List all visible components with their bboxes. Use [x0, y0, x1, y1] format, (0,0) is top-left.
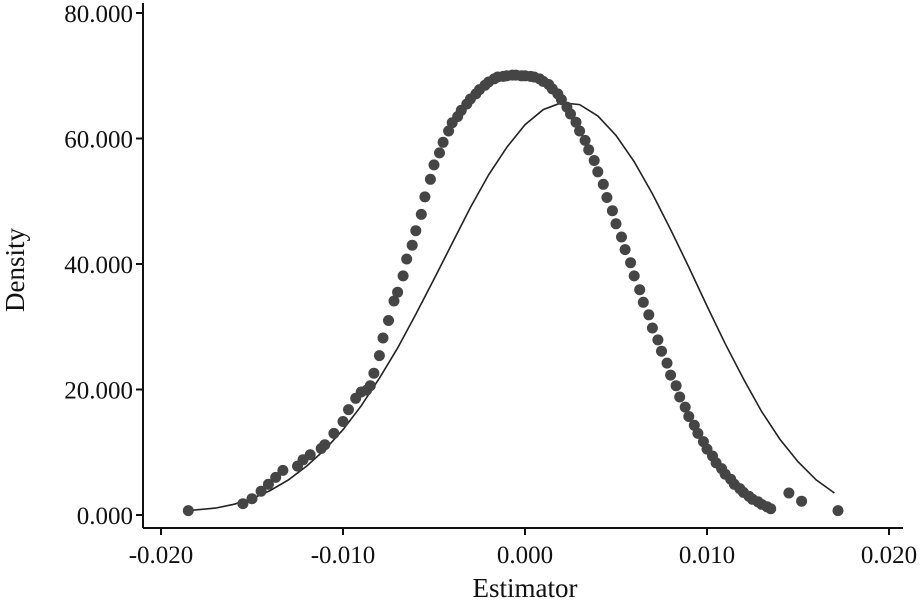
data-point [637, 296, 649, 308]
data-point [262, 478, 274, 490]
data-point [652, 334, 664, 346]
data-point [246, 493, 258, 505]
data-point [428, 159, 440, 171]
data-point [646, 322, 658, 334]
data-point [368, 367, 380, 379]
data-point [410, 225, 422, 237]
data-point [661, 357, 673, 369]
y-tick-label: 60.000 [64, 127, 133, 154]
data-point [419, 191, 431, 203]
data-point [373, 350, 385, 362]
data-point [443, 125, 455, 137]
data-point [625, 257, 637, 269]
y-axis-label: Density [0, 228, 30, 312]
data-point [397, 270, 409, 282]
data-point [579, 134, 591, 146]
data-point [796, 495, 808, 507]
data-point [619, 244, 631, 256]
data-point [434, 147, 445, 159]
data-point [583, 144, 595, 156]
data-point [406, 239, 418, 251]
data-points-layer [182, 69, 844, 517]
data-point [182, 505, 194, 517]
fitted-curve-layer [188, 101, 835, 512]
y-tick-label: 20.000 [64, 378, 133, 405]
x-tick-label: 0.020 [861, 542, 917, 569]
data-point [616, 231, 627, 243]
data-point [437, 136, 449, 148]
data-point [319, 439, 331, 451]
data-point [328, 427, 340, 439]
data-point [656, 345, 667, 357]
x-tick-label: -0.020 [129, 542, 194, 569]
data-point [634, 284, 646, 296]
data-point [665, 369, 677, 381]
x-tick-label: 0.010 [679, 542, 735, 569]
labels-layer: Estimator Density [0, 228, 577, 603]
data-point [415, 208, 427, 220]
data-point [765, 503, 777, 515]
data-point [255, 485, 267, 497]
data-point [392, 286, 404, 298]
x-axis-label: Estimator [473, 573, 578, 603]
data-point [574, 125, 586, 137]
data-point [679, 401, 691, 413]
data-point [592, 166, 604, 178]
data-point [565, 108, 576, 120]
data-point [674, 391, 686, 403]
x-tick-label: -0.010 [311, 542, 376, 569]
fitted-density-curve [188, 101, 835, 512]
data-point [383, 315, 394, 326]
data-point [588, 155, 600, 166]
data-point [692, 427, 704, 439]
data-point [304, 449, 316, 461]
data-point [270, 471, 282, 483]
data-point [670, 380, 682, 392]
data-point [337, 416, 349, 427]
data-point [343, 404, 354, 416]
y-tick-label: 40.000 [64, 252, 133, 279]
data-point [610, 218, 622, 230]
data-point [628, 270, 640, 282]
data-point [643, 309, 655, 321]
data-point [424, 173, 436, 185]
data-point [606, 205, 618, 217]
data-point [401, 253, 413, 265]
data-point [277, 464, 289, 476]
data-point [783, 487, 795, 499]
data-point [237, 498, 249, 510]
y-tick-label: 80.000 [64, 1, 133, 28]
data-point [377, 332, 389, 344]
data-point [388, 295, 400, 307]
data-point [832, 505, 844, 517]
x-tick-label: 0.000 [497, 542, 553, 569]
data-point [570, 116, 582, 128]
axes: 0.000 20.000 40.000 60.000 80.000 -0.020 -0.01… [64, 1, 917, 569]
data-point [683, 411, 695, 422]
y-tick-label: 0.000 [77, 503, 133, 530]
data-point [364, 380, 376, 392]
data-point [601, 192, 613, 203]
data-point [597, 178, 609, 190]
